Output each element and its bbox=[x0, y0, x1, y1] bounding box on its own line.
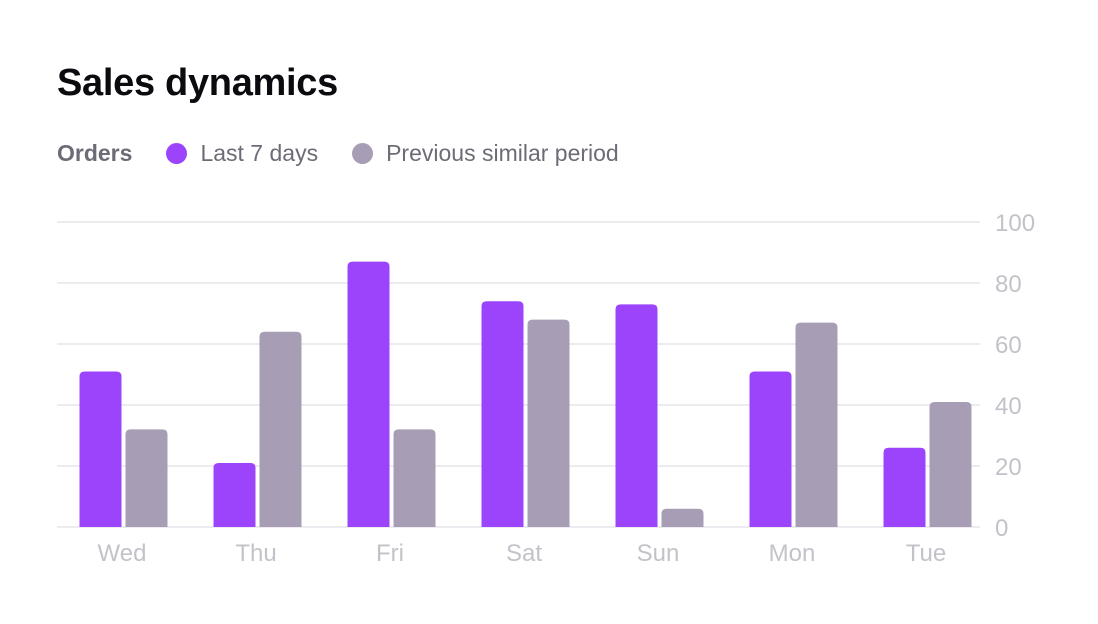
y-tick-label: 40 bbox=[995, 393, 1022, 420]
legend-item-last-7-days[interactable]: Last 7 days bbox=[166, 140, 318, 167]
bar-previous-period-mon bbox=[795, 322, 838, 527]
x-tick-label: Thu bbox=[235, 540, 276, 567]
legend-dot-icon bbox=[166, 143, 188, 164]
legend-item-label: Previous similar period bbox=[386, 140, 619, 166]
x-tick-label: Tue bbox=[906, 540, 946, 567]
bar-previous-period-tue bbox=[929, 401, 972, 527]
chart-title: Sales dynamics bbox=[57, 62, 338, 104]
x-tick-label: Sat bbox=[506, 540, 542, 567]
bar-last-7-days-wed bbox=[79, 371, 122, 527]
bar-last-7-days-thu bbox=[213, 462, 256, 527]
bar-previous-period-sun bbox=[661, 508, 704, 527]
bar-last-7-days-sun bbox=[615, 304, 658, 527]
legend-label: Orders bbox=[57, 140, 133, 166]
bar-previous-period-fri bbox=[393, 429, 436, 527]
y-tick-label: 0 bbox=[995, 515, 1008, 542]
bar-previous-period-wed bbox=[125, 429, 168, 527]
x-tick-label: Mon bbox=[769, 540, 816, 567]
legend-dot-icon bbox=[352, 143, 374, 164]
legend-item-label: Last 7 days bbox=[200, 140, 319, 166]
x-tick-label: Sun bbox=[637, 540, 680, 567]
legend: Orders Last 7 days Previous similar peri… bbox=[57, 140, 653, 167]
x-tick-label: Fri bbox=[376, 540, 404, 567]
y-tick-label: 20 bbox=[995, 454, 1022, 481]
bar-last-7-days-sat bbox=[481, 301, 524, 527]
y-tick-label: 60 bbox=[995, 332, 1022, 359]
bar-last-7-days-fri bbox=[347, 261, 390, 527]
bar-previous-period-sat bbox=[527, 319, 570, 527]
bar-last-7-days-mon bbox=[749, 371, 792, 527]
bar-previous-period-thu bbox=[259, 331, 302, 527]
y-tick-label: 80 bbox=[995, 271, 1022, 298]
legend-item-previous-period[interactable]: Previous similar period bbox=[352, 140, 619, 167]
bar-last-7-days-tue bbox=[883, 447, 926, 527]
y-tick-label: 100 bbox=[995, 210, 1035, 237]
x-tick-label: Wed bbox=[98, 540, 147, 567]
